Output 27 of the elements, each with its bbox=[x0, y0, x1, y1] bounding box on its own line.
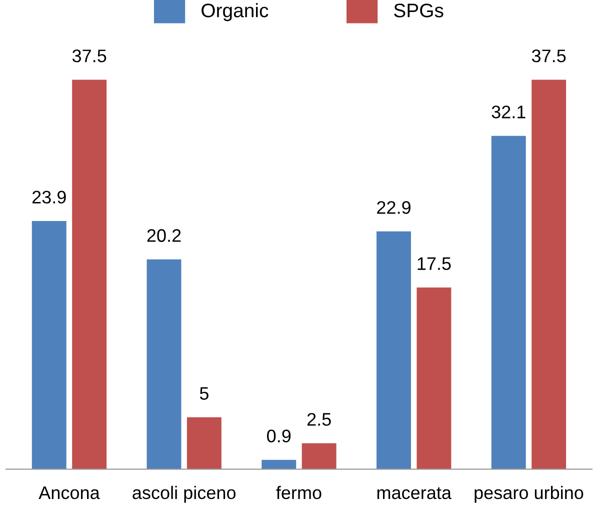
bar bbox=[72, 80, 107, 470]
data-label: 5 bbox=[200, 387, 208, 400]
bar bbox=[262, 460, 296, 470]
data-label: 20.2 bbox=[147, 229, 181, 242]
x-tick-label: Ancona bbox=[38, 486, 100, 500]
bar bbox=[416, 287, 452, 470]
data-label: 17.5 bbox=[418, 257, 451, 270]
bar bbox=[302, 443, 336, 470]
bar bbox=[532, 80, 566, 470]
bar bbox=[376, 231, 411, 470]
x-tick-label: macerata bbox=[377, 487, 452, 500]
x-tick-label: pesaro urbino bbox=[474, 486, 584, 503]
bar bbox=[491, 136, 526, 470]
legend-label: Organic bbox=[202, 3, 268, 22]
x-tick-label: fermo bbox=[276, 486, 322, 500]
data-label: 0.9 bbox=[267, 430, 291, 442]
data-label: 32.1 bbox=[492, 106, 526, 118]
data-label: 22.9 bbox=[377, 201, 410, 214]
legend-label: SPGs bbox=[394, 4, 444, 18]
data-label: 37.5 bbox=[72, 50, 106, 62]
bar bbox=[186, 417, 222, 470]
data-label: 23.9 bbox=[32, 190, 66, 204]
data-label: 37.5 bbox=[532, 50, 566, 62]
data-label: 2.5 bbox=[307, 412, 331, 426]
x-tick-label: ascoli piceno bbox=[132, 486, 236, 503]
bar bbox=[146, 259, 182, 470]
bar bbox=[32, 220, 66, 470]
